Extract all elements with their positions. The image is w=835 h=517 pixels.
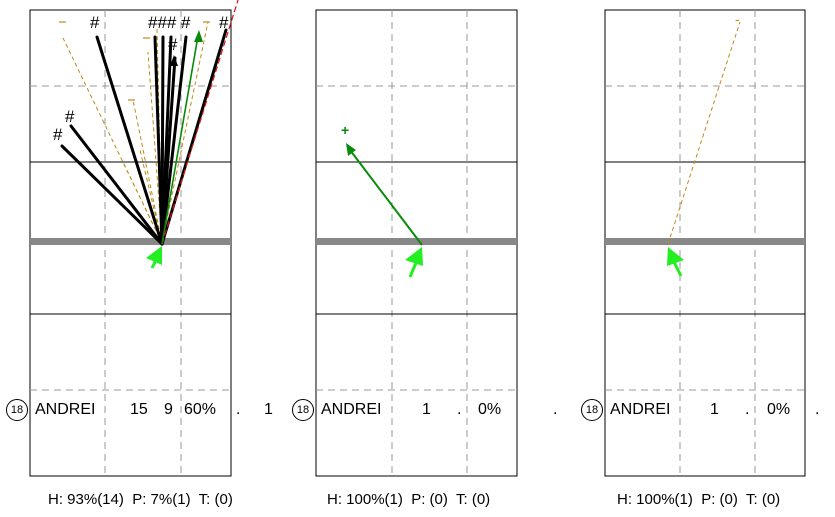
net xyxy=(30,238,231,245)
player-name: ANDREI xyxy=(35,401,96,418)
hit-line xyxy=(69,124,164,246)
hit-marker: # xyxy=(90,13,100,32)
stat-value: . xyxy=(553,401,558,418)
hit-marker: # xyxy=(65,107,75,126)
footer-t: T: (0) xyxy=(198,491,233,508)
miss-line xyxy=(121,159,163,244)
miss-line xyxy=(161,21,209,244)
footer-p: P: (0) xyxy=(701,491,738,508)
start-arrow xyxy=(667,247,684,277)
start-arrow xyxy=(146,246,162,269)
player-name: ANDREI xyxy=(321,401,382,418)
panel-2-footer: H: 100%(1) P: (0) T: (0) xyxy=(327,491,490,508)
hit-marker: # xyxy=(168,35,178,54)
player-number-badge: 18 xyxy=(581,399,603,421)
player-number-badge: 18 xyxy=(6,399,28,421)
start-arrow xyxy=(405,247,423,278)
stat-value: 0% xyxy=(478,401,502,418)
stat-value: 1 xyxy=(264,401,273,418)
footer-h: H: 100%(1) xyxy=(327,491,403,508)
panel-3-footer: H: 100%(1) P: (0) T: (0) xyxy=(617,491,780,508)
pass-trajectory xyxy=(349,149,423,246)
footer-p: P: 7%(1) xyxy=(132,491,191,508)
start-arrow-head xyxy=(667,247,684,266)
stat-value: . xyxy=(457,401,462,418)
hit-arrowhead xyxy=(170,55,178,66)
hit-marker: ### xyxy=(148,13,177,32)
hit-line xyxy=(160,35,188,246)
footer-h: H: 100%(1) xyxy=(617,491,693,508)
stat-value: 1 xyxy=(422,401,431,418)
stat-value: . xyxy=(815,401,820,418)
stat-value: . xyxy=(236,401,241,418)
net xyxy=(605,238,805,245)
stat-value: 1 xyxy=(710,401,719,418)
miss-ticks xyxy=(59,21,210,101)
footer-t: T: (0) xyxy=(745,491,781,508)
stat-value: 60% xyxy=(184,401,217,418)
net xyxy=(316,238,517,245)
footer-h: H: 93%(14) xyxy=(48,491,124,508)
stat-value: 0% xyxy=(767,401,791,418)
pass-trajectory xyxy=(161,35,199,245)
stat-value: . xyxy=(745,401,750,418)
hit-line xyxy=(60,144,164,246)
stat-value: 9 xyxy=(164,401,173,418)
miss-line xyxy=(132,99,163,244)
red-trajectory xyxy=(161,0,239,245)
stat-value: 15 xyxy=(130,401,148,418)
miss-marker: - xyxy=(735,11,740,27)
footer-t: T: (0) xyxy=(455,491,491,508)
pass-arrowhead xyxy=(194,30,203,42)
start-arrow-head xyxy=(146,246,162,265)
panel-1-footer: H: 93%(14) P: 7%(1) T: (0) xyxy=(48,491,233,508)
pass-marker: + xyxy=(341,122,349,138)
hit-marker: # xyxy=(53,125,63,144)
miss-trajectory xyxy=(667,21,741,245)
player-number-badge: 18 xyxy=(292,399,314,421)
player-name: ANDREI xyxy=(610,401,671,418)
start-arrow-head xyxy=(405,247,423,266)
hit-line xyxy=(95,35,164,246)
hit-marker: # xyxy=(219,13,229,32)
pass-arrowhead xyxy=(346,143,356,156)
footer-p: P: (0) xyxy=(411,491,448,508)
hit-marker: # xyxy=(181,13,191,32)
